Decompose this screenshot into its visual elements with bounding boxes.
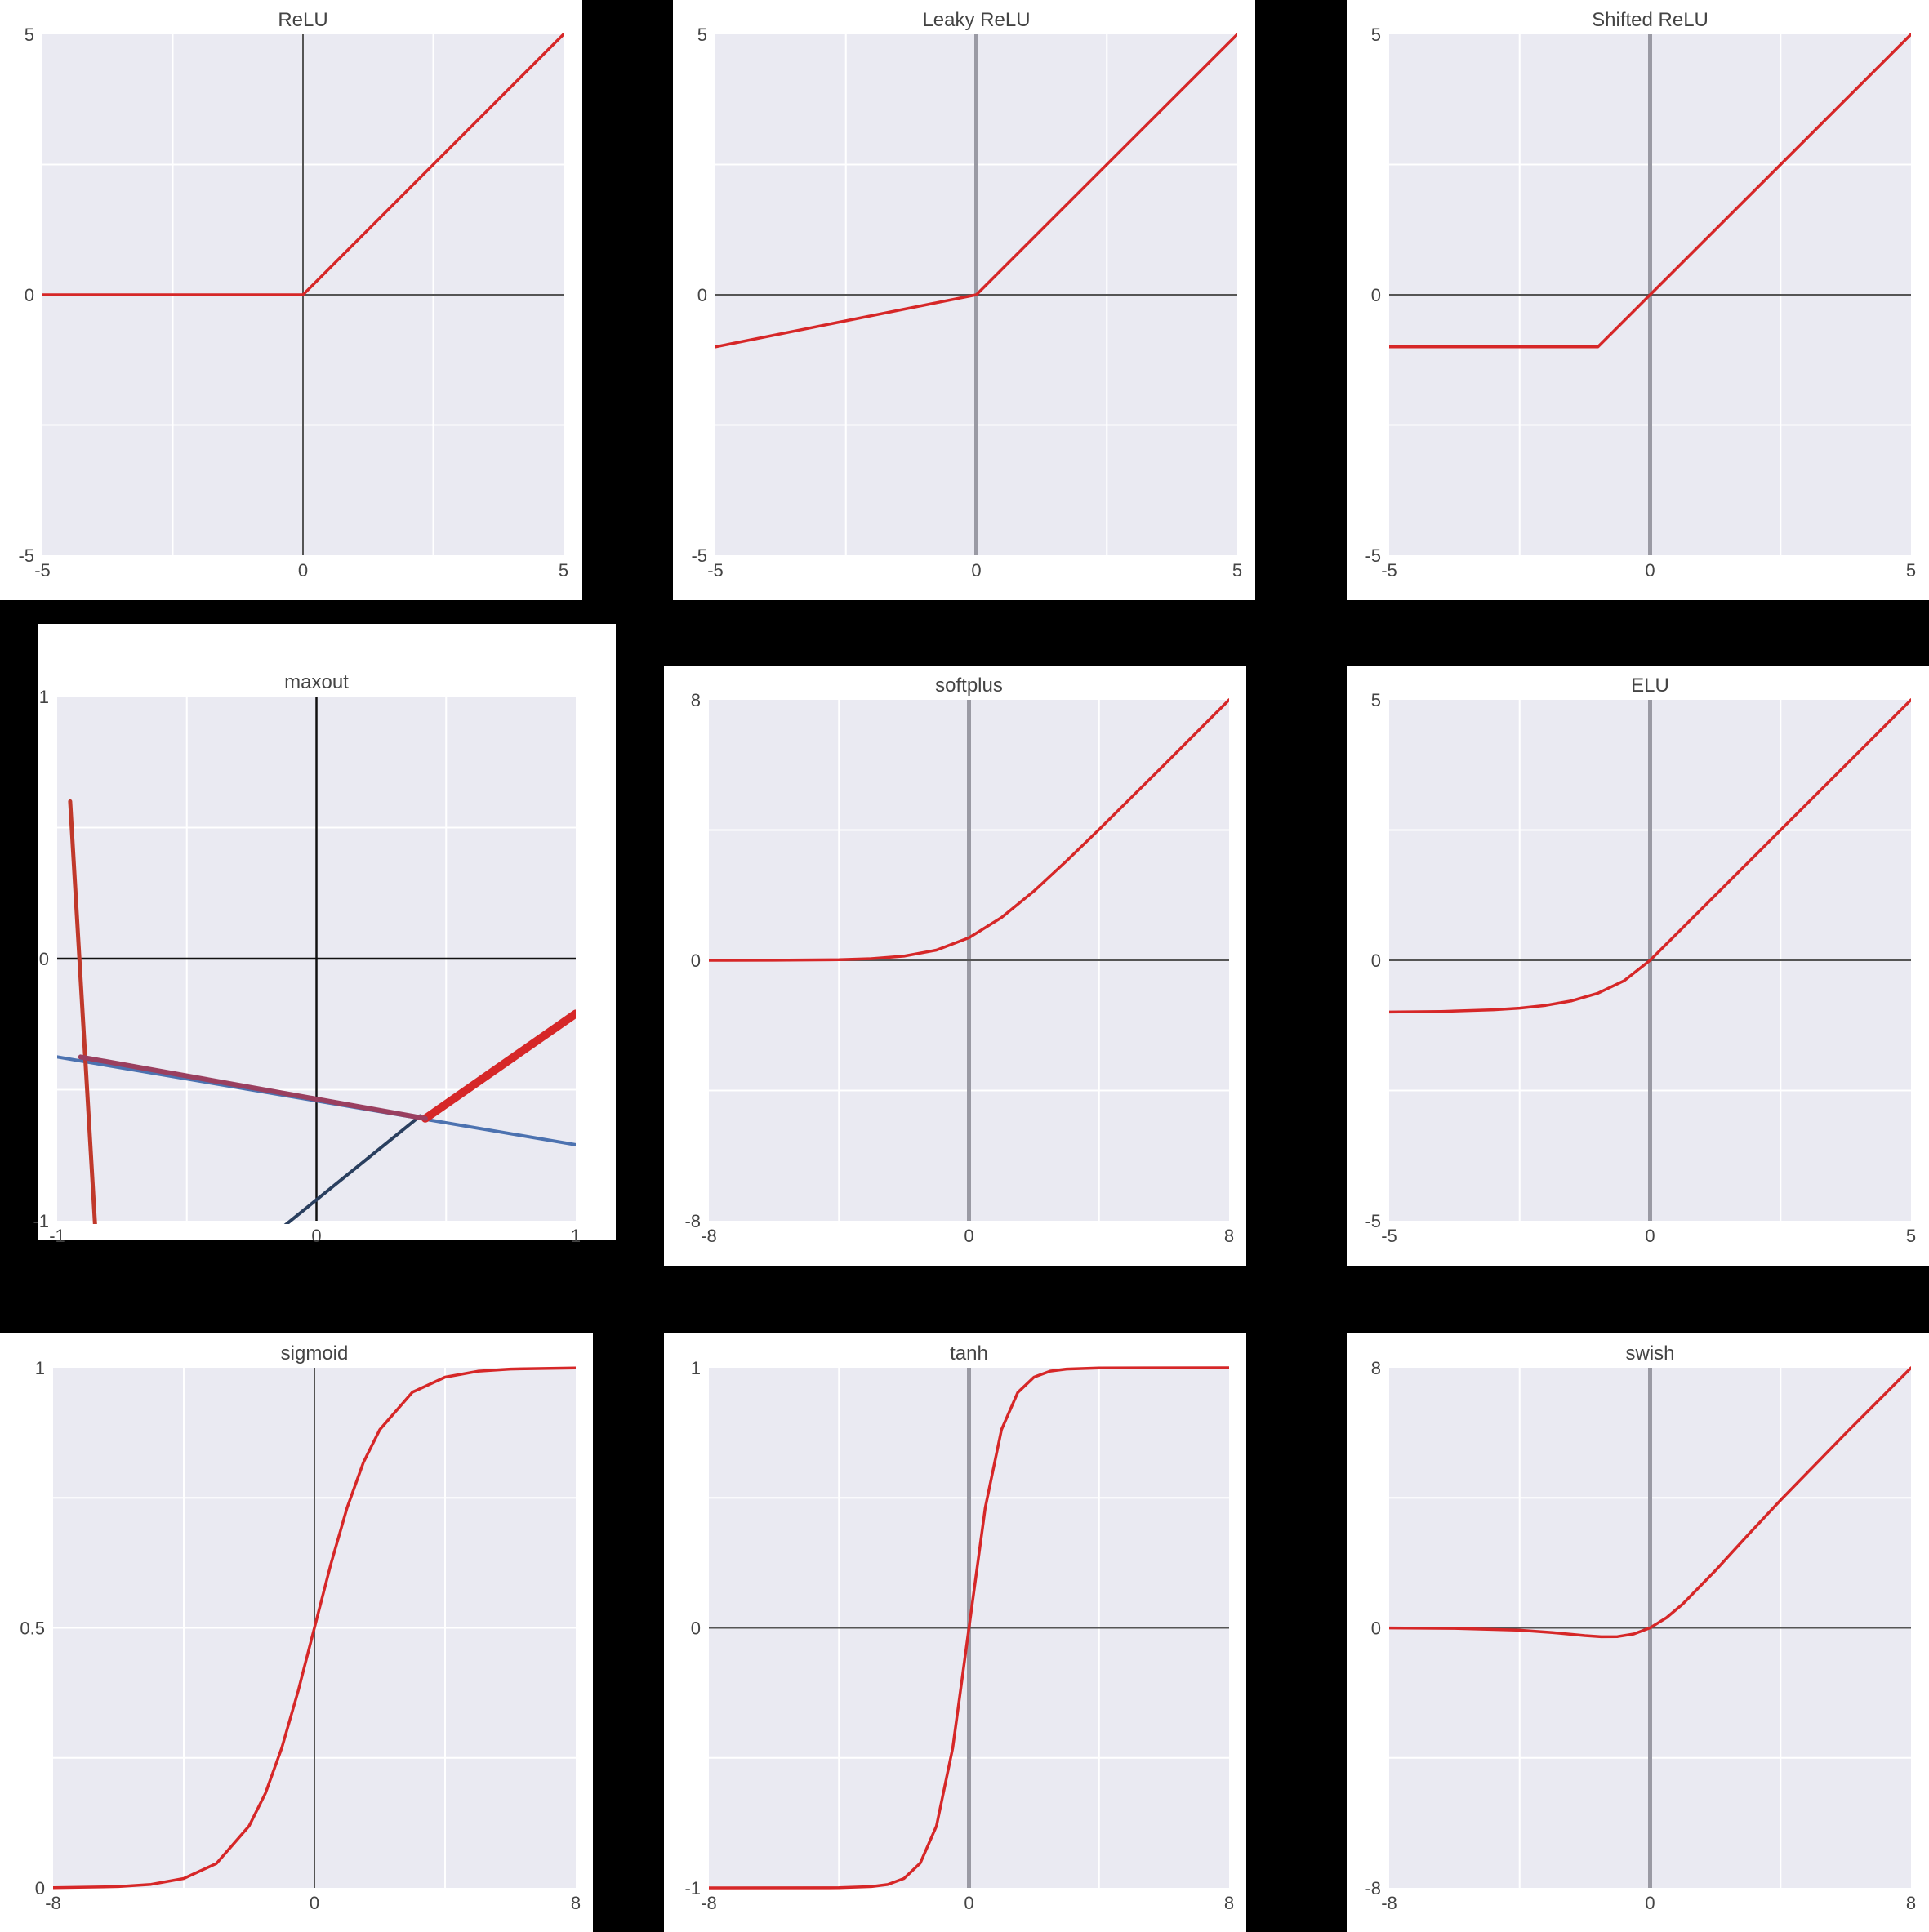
x-tick-label: 0 [964,1893,973,1913]
y-tick-label: 1 [39,687,49,707]
y-tick-label: 0 [1371,285,1381,305]
chart-svg: Shifted ReLU -5 0 5 5 0 -5 [1365,9,1916,581]
x-tick-label: 0 [1645,560,1655,581]
chart-panel-2: Leaky ReLU -5 0 5 5 0 -5 [673,0,1255,600]
x-tick-label: 8 [1224,1893,1234,1913]
chart-panel-3: Shifted ReLU -5 0 5 5 0 -5 [1347,0,1929,600]
x-tick-label: 5 [1906,1226,1916,1246]
y-tick-label: 5 [1371,24,1381,45]
x-tick-label: 8 [571,1893,581,1913]
chart-panel-8: tanh -8 0 8 1 0 -1 [664,1333,1246,1932]
chart-title: swish [1625,1342,1674,1364]
series-line-1 [53,1366,576,1890]
chart-panel-1: ReLU -5 0 5 5 0 -5 [0,0,582,600]
y-tick-label: 0 [1371,950,1381,971]
series-line-2 [283,1114,422,1224]
y-tick-label: 5 [1371,690,1381,710]
x-tick-label: 0 [1645,1893,1655,1913]
y-tick-label: 0 [1371,1618,1381,1639]
chart-svg: swish -8 0 8 8 0 -8 [1365,1342,1916,1913]
y-tick-label: 0 [691,1618,701,1639]
y-tick-label: 0.5 [20,1618,45,1639]
chart-svg: tanh -8 0 8 1 0 -1 [684,1342,1234,1913]
chart-svg: sigmoid-8 0 810.50 [20,1342,581,1913]
y-tick-label: -5 [691,545,707,566]
x-tick-label: 1 [571,1226,581,1246]
chart-svg: maxout -1 0 1 1 0 -1 [33,671,581,1246]
y-tick-label: -5 [1365,1211,1381,1231]
y-tick-label: 0 [25,285,34,305]
x-tick-label: 0 [310,1893,319,1913]
x-tick-label: 0 [298,560,308,581]
x-tick-label: 8 [1224,1226,1234,1246]
chart-title: Leaky ReLU [922,9,1030,31]
x-tick-label: -1 [49,1226,65,1246]
x-tick-label: -8 [45,1893,61,1913]
y-tick-label: 0 [697,285,707,305]
chart-svg: ELU -5 0 5 5 0 -5 [1365,674,1916,1246]
chart-title: ELU [1631,674,1669,697]
y-tick-label: 5 [25,24,34,45]
chart-svg: ReLU -5 0 5 5 0 -5 [18,9,568,581]
series-line-1 [1389,1366,1911,1639]
chart-title: softplus [935,674,1003,697]
x-tick-label: -5 [1381,1226,1397,1246]
y-tick-label: -8 [684,1211,701,1231]
y-tick-label: -5 [18,545,34,566]
y-tick-label: -8 [1365,1878,1381,1899]
y-tick-label: -1 [33,1211,49,1231]
y-tick-label: 8 [1371,1358,1381,1378]
y-tick-label: 1 [691,1358,701,1378]
x-tick-label: 0 [1645,1226,1655,1246]
series-line-4 [421,1009,576,1123]
chart-panel-7: sigmoid -8 0 8 1 0.5 0 [0,1333,593,1932]
x-tick-label: -5 [34,560,51,581]
chart-panel-9: swish -8 0 8 8 0 -8 [1347,1333,1929,1932]
y-tick-label: 1 [35,1358,45,1378]
series-line-1 [709,1366,1229,1890]
series-line-1 [715,33,1237,349]
series-line-1 [709,698,1229,962]
x-tick-label: 0 [311,1226,321,1246]
chart-panel-4: maxout -1 0 1 1 0 -1 [33,624,616,1246]
x-tick-label: 5 [1906,560,1916,581]
x-tick-label: 5 [1232,560,1242,581]
series-line-1 [42,33,564,296]
chart-title: maxout [284,671,349,693]
series-line-5 [78,1054,428,1121]
y-tick-label: 5 [697,24,707,45]
chart-title: Shifted ReLU [1592,9,1708,31]
y-tick-label: -1 [684,1878,701,1899]
chart-title: sigmoid [281,1342,349,1364]
chart-title: ReLU [278,9,327,31]
chart-svg: softplus -8 0 8 8 0 -8 [684,674,1234,1246]
chart-panel-5: softplus -8 0 8 8 0 -8 [664,666,1246,1266]
y-tick-label: 8 [691,690,701,710]
chart-svg: Leaky ReLU -5 0 5 5 0 -5 [691,9,1242,581]
chart-title: tanh [950,1342,988,1364]
x-tick-label: 0 [964,1226,973,1246]
series-line-1 [1389,33,1911,349]
x-tick-label: 8 [1906,1893,1916,1913]
x-tick-label: -5 [707,560,724,581]
x-tick-label: -8 [1381,1893,1397,1913]
y-tick-label: -5 [1365,545,1381,566]
y-tick-label: 0 [35,1878,45,1899]
series-line-1 [1389,698,1911,1014]
x-tick-label: 5 [559,560,568,581]
x-tick-label: 0 [971,560,981,581]
x-tick-label: -5 [1381,560,1397,581]
x-tick-label: -8 [701,1893,717,1913]
y-tick-label: 0 [691,950,701,971]
series-line-3 [68,799,97,1224]
chart-panel-6: ELU -5 0 5 5 0 -5 [1347,666,1929,1266]
x-tick-label: -8 [701,1226,717,1246]
y-tick-label: 0 [39,949,49,969]
